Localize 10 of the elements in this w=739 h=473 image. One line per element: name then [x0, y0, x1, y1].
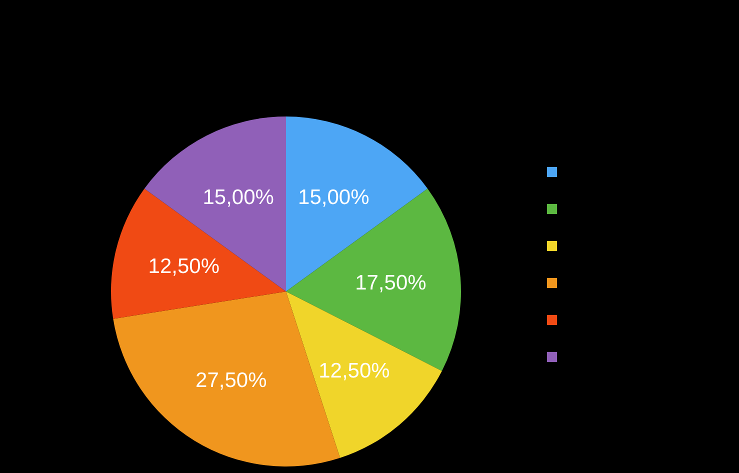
- data-label: 27,50%: [196, 369, 267, 392]
- pie-slice: [144, 116, 286, 292]
- data-label: 12,50%: [148, 254, 220, 278]
- data-label: 17,50%: [355, 271, 426, 294]
- data-label: 15,00%: [298, 186, 370, 209]
- data-label: 15,00%: [202, 186, 274, 209]
- pie-slice: [111, 188, 286, 319]
- data-label: 12,50%: [318, 359, 390, 382]
- pie-slice: [286, 116, 428, 292]
- pie-slice: [286, 292, 442, 458]
